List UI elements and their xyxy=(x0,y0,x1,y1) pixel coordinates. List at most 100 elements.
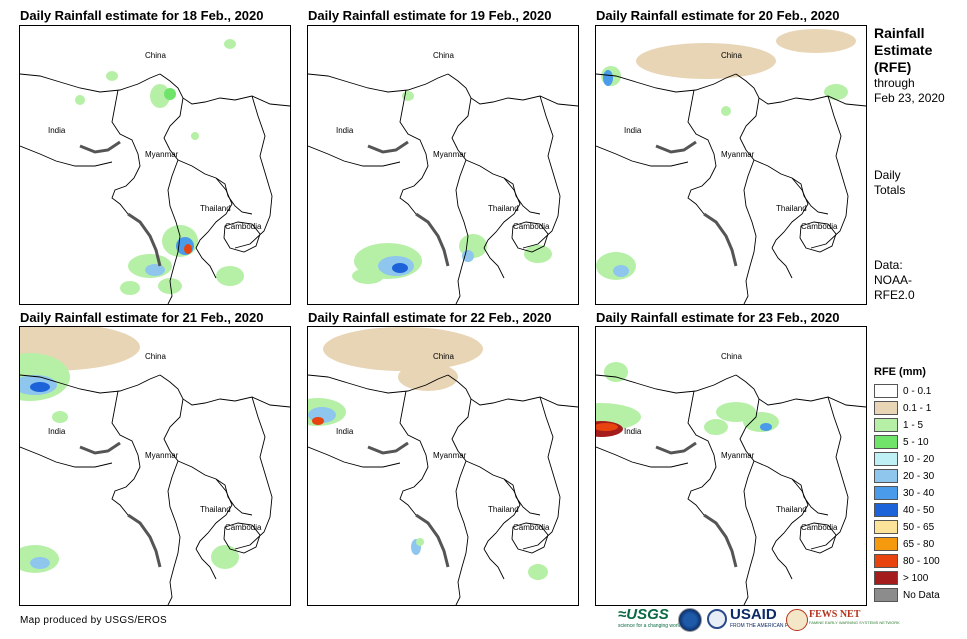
country-border xyxy=(810,95,849,249)
data-line-2: NOAA- xyxy=(874,273,913,287)
coastline-nodata xyxy=(127,513,162,568)
country-border xyxy=(308,446,401,468)
map-credit: Map produced by USGS/EROS xyxy=(20,615,168,626)
legend-swatch xyxy=(874,571,898,585)
legend-swatch xyxy=(874,384,898,398)
country-border xyxy=(687,390,717,516)
label-cambodia: Cambodia xyxy=(801,222,838,231)
map-panel-20-feb: China India Myanmar Thailand Cambodia xyxy=(595,25,867,305)
country-border xyxy=(771,548,793,580)
rainfall-patch xyxy=(164,88,176,100)
country-border xyxy=(451,398,472,554)
country-border xyxy=(465,159,541,215)
map-panel-19-feb: China India Myanmar Thailand Cambodia xyxy=(307,25,579,305)
label-india: India xyxy=(48,427,66,436)
coastline-nodata xyxy=(655,140,697,154)
title-line-1: Rainfall xyxy=(874,25,925,41)
rainfall-patch xyxy=(323,327,483,371)
rainfall-patch xyxy=(211,545,239,569)
title-line-3: (RFE) xyxy=(874,59,912,75)
rainfall-patch xyxy=(184,244,192,254)
rainfall-patch xyxy=(158,278,182,294)
coastline-nodata xyxy=(415,513,450,568)
country-border xyxy=(308,145,401,167)
rainfall-patch xyxy=(596,423,618,431)
country-border xyxy=(455,251,467,304)
country-border xyxy=(159,73,290,107)
sidebar-title: Rainfall Estimate (RFE) through Feb 23, … xyxy=(874,25,945,106)
coastline-nodata xyxy=(655,441,697,455)
label-myanmar: Myanmar xyxy=(721,150,755,159)
label-thailand: Thailand xyxy=(488,505,519,514)
country-border xyxy=(735,374,866,408)
country-border xyxy=(799,522,837,554)
legend-swatch xyxy=(874,537,898,551)
map-canvas xyxy=(308,73,578,304)
country-border xyxy=(223,522,261,554)
country-border xyxy=(20,446,113,468)
fews-badge-icon xyxy=(786,609,808,631)
legend-swatch xyxy=(874,418,898,432)
noaa-logo-icon xyxy=(678,608,702,632)
map-canvas xyxy=(20,39,290,304)
country-border xyxy=(753,460,829,516)
rainfall-patch xyxy=(312,417,324,425)
country-border xyxy=(167,552,179,605)
legend-item: 10 - 20 xyxy=(874,451,940,467)
fews-logo: FEWS NET FAMINE EARLY WARNING SYSTEMS NE… xyxy=(809,609,900,625)
legend-item: 30 - 40 xyxy=(874,485,940,501)
usaid-wordmark: USAID xyxy=(730,606,777,623)
rainfall-patch xyxy=(776,29,856,53)
coastline-nodata xyxy=(79,441,121,455)
daily-line-1: Daily xyxy=(874,168,901,182)
legend-swatch xyxy=(874,469,898,483)
legend-label: 40 - 50 xyxy=(903,504,935,516)
coastline-nodata xyxy=(79,140,121,154)
country-border xyxy=(20,374,161,394)
legend: 0 - 0.1 0.1 - 1 1 - 5 5 - 10 10 - 20 20 - 30 3… xyxy=(874,383,940,604)
map-canvas xyxy=(596,362,866,605)
rainfall-patch xyxy=(75,95,85,105)
coastline-nodata xyxy=(703,212,738,267)
rainfall-patch xyxy=(596,252,636,280)
fews-wordmark: FEWS NET xyxy=(809,609,861,620)
panel-title-5: Daily Rainfall estimate for 22 Feb., 202… xyxy=(308,310,552,325)
country-border xyxy=(308,73,449,93)
rainfall-patch xyxy=(106,71,118,81)
label-myanmar: Myanmar xyxy=(721,451,755,460)
legend-item: 5 - 10 xyxy=(874,434,940,450)
rainfall-patch xyxy=(613,265,629,277)
label-cambodia: Cambodia xyxy=(801,523,838,532)
panel-title-3: Daily Rainfall estimate for 20 Feb., 202… xyxy=(596,8,840,23)
country-border xyxy=(455,552,467,605)
legend-label: 5 - 10 xyxy=(903,436,929,448)
label-india: India xyxy=(336,126,354,135)
legend-label: 0.1 - 1 xyxy=(903,402,932,414)
rainfall-patch xyxy=(760,423,772,431)
label-myanmar: Myanmar xyxy=(433,451,467,460)
rainfall-patch xyxy=(824,84,848,100)
through-date: Feb 23, 2020 xyxy=(874,91,945,105)
legend-item: 50 - 65 xyxy=(874,519,940,535)
country-border xyxy=(163,398,184,554)
legend-swatch xyxy=(874,588,898,602)
usaid-tagline: FROM THE AMERICAN PEOPLE xyxy=(730,623,805,629)
country-border xyxy=(195,478,233,550)
legend-item: > 100 xyxy=(874,570,940,586)
country-border xyxy=(735,73,866,107)
rainfall-patch xyxy=(392,263,408,273)
map-canvas xyxy=(308,327,578,605)
country-border xyxy=(739,398,760,554)
country-border xyxy=(308,374,449,394)
legend-swatch xyxy=(874,435,898,449)
legend-label: 0 - 0.1 xyxy=(903,385,932,397)
data-line-3: RFE2.0 xyxy=(874,288,915,302)
label-myanmar: Myanmar xyxy=(145,150,179,159)
data-line-1: Data: xyxy=(874,258,903,272)
legend-label: 10 - 20 xyxy=(903,453,935,465)
map-canvas xyxy=(596,29,866,304)
legend-label: 20 - 30 xyxy=(903,470,935,482)
rainfall-patch xyxy=(524,245,552,263)
rainfall-patch xyxy=(398,363,458,391)
panel-title-4: Daily Rainfall estimate for 21 Feb., 202… xyxy=(20,310,264,325)
